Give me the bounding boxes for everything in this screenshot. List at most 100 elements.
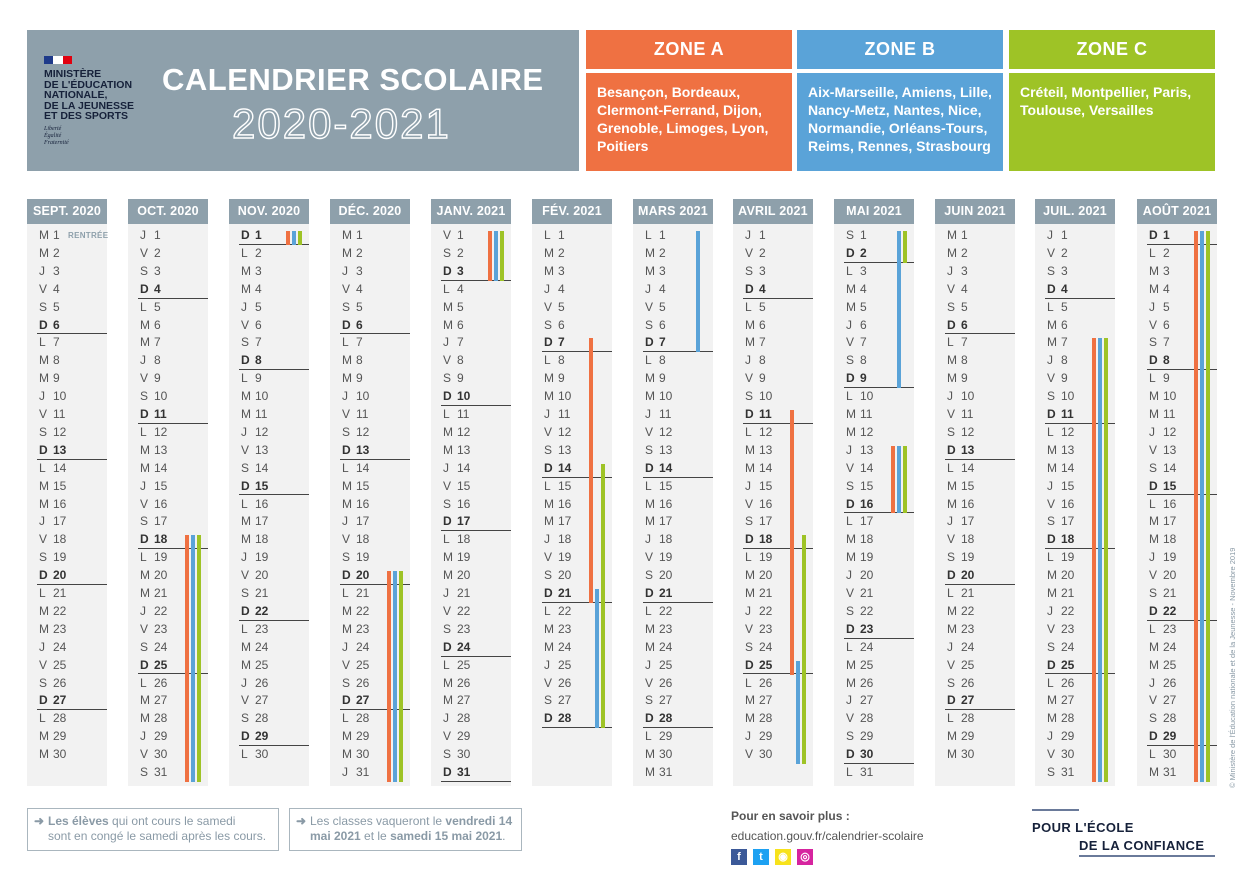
day-row: M 18	[229, 531, 309, 549]
month-header: JUIL. 2021	[1035, 199, 1115, 224]
day-number: 3	[53, 263, 60, 278]
day-row: S 19	[935, 549, 1015, 567]
weekday-letter: M	[544, 621, 554, 636]
weekday-letter: V	[342, 281, 351, 296]
day-row: S 12	[330, 424, 410, 442]
weekday-letter: M	[443, 568, 453, 583]
day-row: J 21	[431, 585, 511, 603]
weekday-letter: V	[1047, 747, 1056, 762]
day-row: M 17	[532, 513, 612, 531]
weekday-letter: L	[645, 353, 652, 368]
day-number: 23	[154, 621, 168, 636]
weekday-letter: L	[140, 675, 147, 690]
weekday-letter: J	[1047, 353, 1053, 368]
holiday-bar-zone-c	[500, 231, 504, 281]
day-row: S 30	[431, 746, 511, 764]
day-row: M 13	[1035, 442, 1115, 460]
day-row: M 20	[128, 567, 208, 585]
weekday-letter: M	[140, 335, 150, 350]
weekday-letter: S	[1047, 639, 1056, 654]
twitter-icon[interactable]: t	[753, 849, 769, 865]
weekday-letter: M	[645, 371, 655, 386]
day-number: 18	[759, 532, 773, 547]
day-number: 4	[255, 281, 262, 296]
day-row: M 16	[633, 496, 713, 514]
weekday-letter: L	[846, 639, 853, 654]
weekday-letter: J	[745, 603, 751, 618]
instagram-icon[interactable]: ◎	[797, 849, 813, 865]
weekday-letter: D	[645, 711, 654, 726]
day-number: 15	[1061, 478, 1075, 493]
day-number: 22	[659, 603, 673, 618]
day-number: 16	[759, 496, 773, 511]
weekday-letter: V	[443, 603, 452, 618]
day-number: 9	[457, 371, 464, 386]
day-row: V 11	[935, 406, 1015, 424]
day-number: 3	[1163, 263, 1170, 278]
weekday-letter: L	[443, 532, 450, 547]
holiday-bar-zone-a	[387, 571, 391, 782]
day-row: M 22	[330, 603, 410, 621]
day-number: 2	[860, 245, 867, 260]
zone-a-cities: Besançon, Bordeaux, Clermont-Ferrand, Di…	[586, 73, 792, 171]
day-row: L 12	[1035, 424, 1115, 442]
day-number: 9	[1163, 371, 1170, 386]
weekday-letter: M	[544, 496, 554, 511]
day-number: 15	[759, 478, 773, 493]
weekday-letter: S	[39, 675, 48, 690]
weekday-letter: D	[745, 407, 754, 421]
ministry-name-line: NATIONALE,	[44, 89, 108, 101]
day-number: 3	[759, 263, 766, 278]
more-info-link[interactable]: education.gouv.fr/calendrier-scolaire	[731, 829, 924, 843]
weekday-letter: M	[241, 532, 251, 547]
day-row: M 24	[532, 639, 612, 657]
day-number: 27	[53, 693, 67, 708]
snapchat-icon[interactable]: ◉	[775, 849, 791, 865]
day-row: S 26	[330, 675, 410, 693]
day-number: 9	[759, 371, 766, 386]
weekday-letter: J	[39, 639, 45, 654]
day-number: 26	[1163, 675, 1177, 690]
month-column: SEPT. 2020 M 1 RENTRÉE M 2 J 3 V 4 S 5 D 6 L 7 M 8 M 9 J 10 V 1…	[27, 199, 108, 786]
day-number: 3	[154, 263, 161, 278]
day-row: S 10	[733, 388, 813, 406]
day-number: 7	[961, 335, 968, 350]
weekday-letter: M	[745, 442, 755, 457]
weekday-letter: D	[947, 568, 956, 583]
day-row: S 19	[330, 549, 410, 567]
sunday-row: D 27	[935, 692, 1015, 711]
day-number: 4	[1163, 281, 1170, 296]
weekday-letter: D	[1149, 478, 1158, 493]
may-note-line: mai 2021 et le samedi 15 mai 2021.	[310, 829, 513, 844]
weekday-letter: D	[241, 228, 250, 242]
sunday-row: D 22	[229, 603, 309, 621]
day-number: 9	[1061, 371, 1068, 386]
day-number: 24	[53, 639, 67, 654]
day-row: J 11	[532, 406, 612, 424]
day-number: 28	[961, 711, 975, 726]
day-row: L 28	[330, 710, 410, 728]
day-number: 12	[1163, 424, 1177, 439]
weekday-letter: M	[39, 478, 49, 493]
day-row: M 30	[27, 746, 107, 764]
day-row: M 28	[1035, 710, 1115, 728]
day-number: 4	[659, 281, 666, 296]
holiday-bar-zone-c	[903, 445, 907, 514]
day-number: 28	[356, 711, 370, 726]
day-row: S 26	[27, 675, 107, 693]
ministry-logo: MINISTÈRE DE L'ÉDUCATION NATIONALE, DE L…	[44, 56, 154, 147]
day-number: 4	[356, 281, 363, 296]
weekday-letter: M	[846, 675, 856, 690]
weekday-letter: M	[140, 442, 150, 457]
weekday-letter: V	[947, 532, 956, 547]
day-number: 24	[860, 639, 874, 654]
facebook-icon[interactable]: f	[731, 849, 747, 865]
day-row: V 21	[834, 585, 914, 603]
day-row: V 30	[733, 746, 813, 764]
